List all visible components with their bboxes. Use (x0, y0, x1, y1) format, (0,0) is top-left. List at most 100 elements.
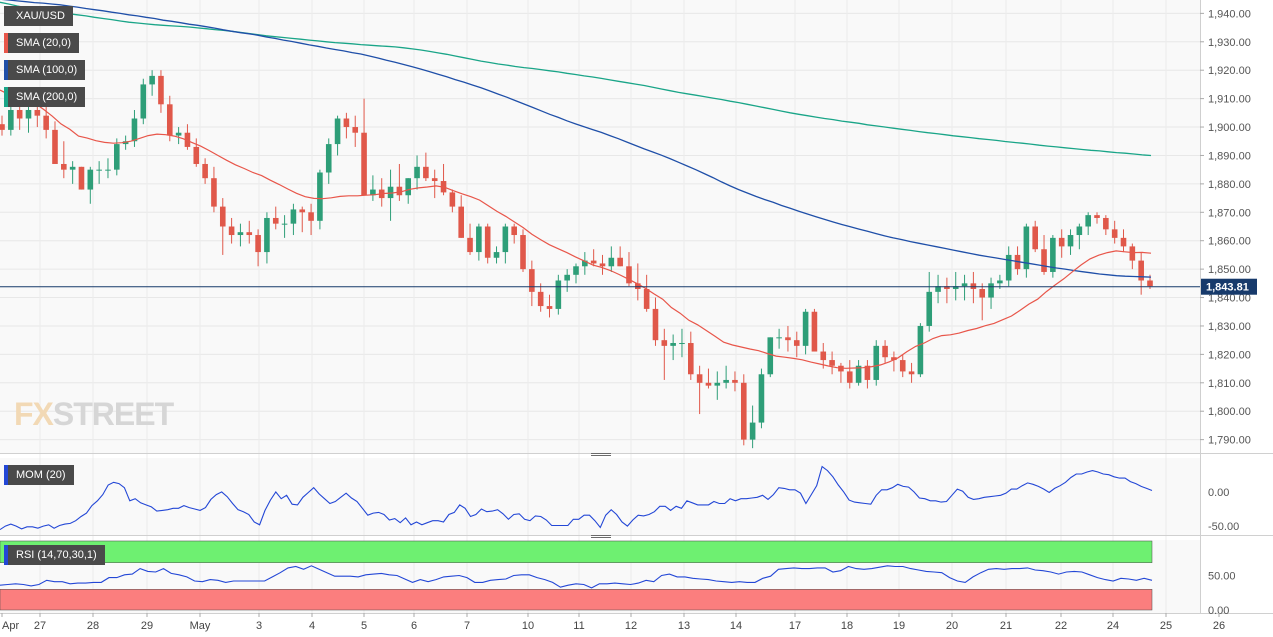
candle-body (635, 283, 641, 290)
candle-body (1085, 215, 1091, 227)
candle-body (882, 345, 888, 358)
price-tick-label: 1,840.00 (1208, 293, 1251, 305)
candle-body (829, 360, 835, 366)
candle (988, 277, 994, 309)
date-tick-label: 6 (411, 620, 417, 632)
candle (237, 223, 244, 247)
candle-body (105, 169, 111, 171)
candle-body (997, 280, 1003, 284)
candle (926, 271, 933, 332)
candle-body (617, 257, 623, 267)
candle-body (1103, 217, 1109, 230)
candle-body (158, 75, 164, 105)
candle (882, 340, 888, 363)
candle-body (537, 291, 544, 307)
date-tick-label: 3 (256, 620, 262, 632)
candle (864, 360, 871, 389)
candle-body (1147, 280, 1153, 287)
candle-body (696, 374, 703, 383)
candle-body (52, 129, 58, 164)
price-tick-label: 1,880.00 (1208, 179, 1251, 191)
candle-body (325, 144, 332, 173)
candle (1050, 235, 1056, 278)
candle (537, 283, 544, 312)
candle (776, 328, 782, 349)
legend-sma200[interactable]: SMA (200,0) (4, 87, 86, 107)
price-tick-label: 1,870.00 (1208, 207, 1251, 219)
candle (361, 98, 367, 196)
candle-body (1041, 249, 1047, 272)
candle-body (387, 186, 394, 199)
candle-body (705, 382, 712, 386)
candle (387, 169, 394, 221)
candle (1067, 229, 1074, 255)
date-tick-label: 20 (946, 620, 958, 632)
candle-body (405, 178, 412, 196)
candle (158, 70, 164, 113)
candle-body (599, 263, 606, 267)
candle (679, 328, 685, 358)
date-tick-label: 4 (309, 620, 315, 632)
candle (643, 274, 650, 312)
candle-body (520, 235, 526, 270)
candle (308, 203, 314, 236)
candle-body (467, 237, 473, 253)
candle (555, 274, 562, 315)
candle-body (767, 337, 774, 375)
price-tick-label: 1,810.00 (1208, 378, 1251, 390)
candle (264, 212, 270, 264)
candle (935, 274, 941, 304)
candle (211, 166, 217, 213)
legend-mom[interactable]: MOM (20) (4, 465, 74, 485)
candle (917, 323, 924, 378)
date-tick-label: 26 (1213, 620, 1225, 632)
candle-body (838, 365, 844, 372)
candle-body (140, 84, 147, 119)
rsi-tick-label: 0.00 (1208, 605, 1229, 617)
candle-body (643, 289, 650, 309)
candle-body (776, 337, 782, 339)
candle (758, 368, 765, 429)
price-tick-label: 1,920.00 (1208, 65, 1251, 77)
candle-body (582, 260, 588, 267)
candle (1129, 243, 1136, 270)
candle-body (414, 166, 420, 179)
candle-body (979, 289, 986, 298)
date-tick-label: 10 (522, 620, 534, 632)
candle-body (952, 286, 959, 290)
pane-0 (0, 0, 1200, 453)
candle (166, 95, 173, 142)
candle-body (864, 365, 871, 380)
candle-body (281, 223, 288, 225)
candle-body (1076, 226, 1083, 236)
candle (564, 269, 570, 292)
candle (290, 203, 297, 236)
legend-rsi[interactable]: RSI (14,70,30,1) (4, 545, 105, 565)
candle-body (8, 109, 14, 130)
candle (131, 109, 138, 147)
symbol-label[interactable]: XAU/USD (4, 6, 73, 26)
legend-sma20[interactable]: SMA (20,0) (4, 33, 80, 53)
candle-body (370, 189, 376, 196)
candle-body (484, 226, 491, 258)
candle-body (908, 371, 915, 375)
candle (370, 175, 376, 201)
candle-body (529, 269, 535, 292)
candle (749, 405, 756, 449)
candle-body (944, 286, 950, 290)
candle-body (202, 163, 208, 179)
date-tick-label: 14 (730, 620, 742, 632)
rsi-line (0, 565, 1153, 589)
candle-body (723, 379, 729, 383)
price-tick-label: 1,850.00 (1208, 264, 1251, 276)
candle (52, 121, 58, 164)
price-tick-label: 1,790.00 (1208, 435, 1251, 447)
candle (1094, 212, 1100, 224)
price-tick-label: 1,900.00 (1208, 122, 1251, 134)
candle (175, 127, 182, 145)
date-tick-label: 7 (464, 620, 470, 632)
legend-sma100[interactable]: SMA (100,0) (4, 60, 86, 80)
candle (723, 365, 729, 389)
candle (281, 215, 288, 238)
